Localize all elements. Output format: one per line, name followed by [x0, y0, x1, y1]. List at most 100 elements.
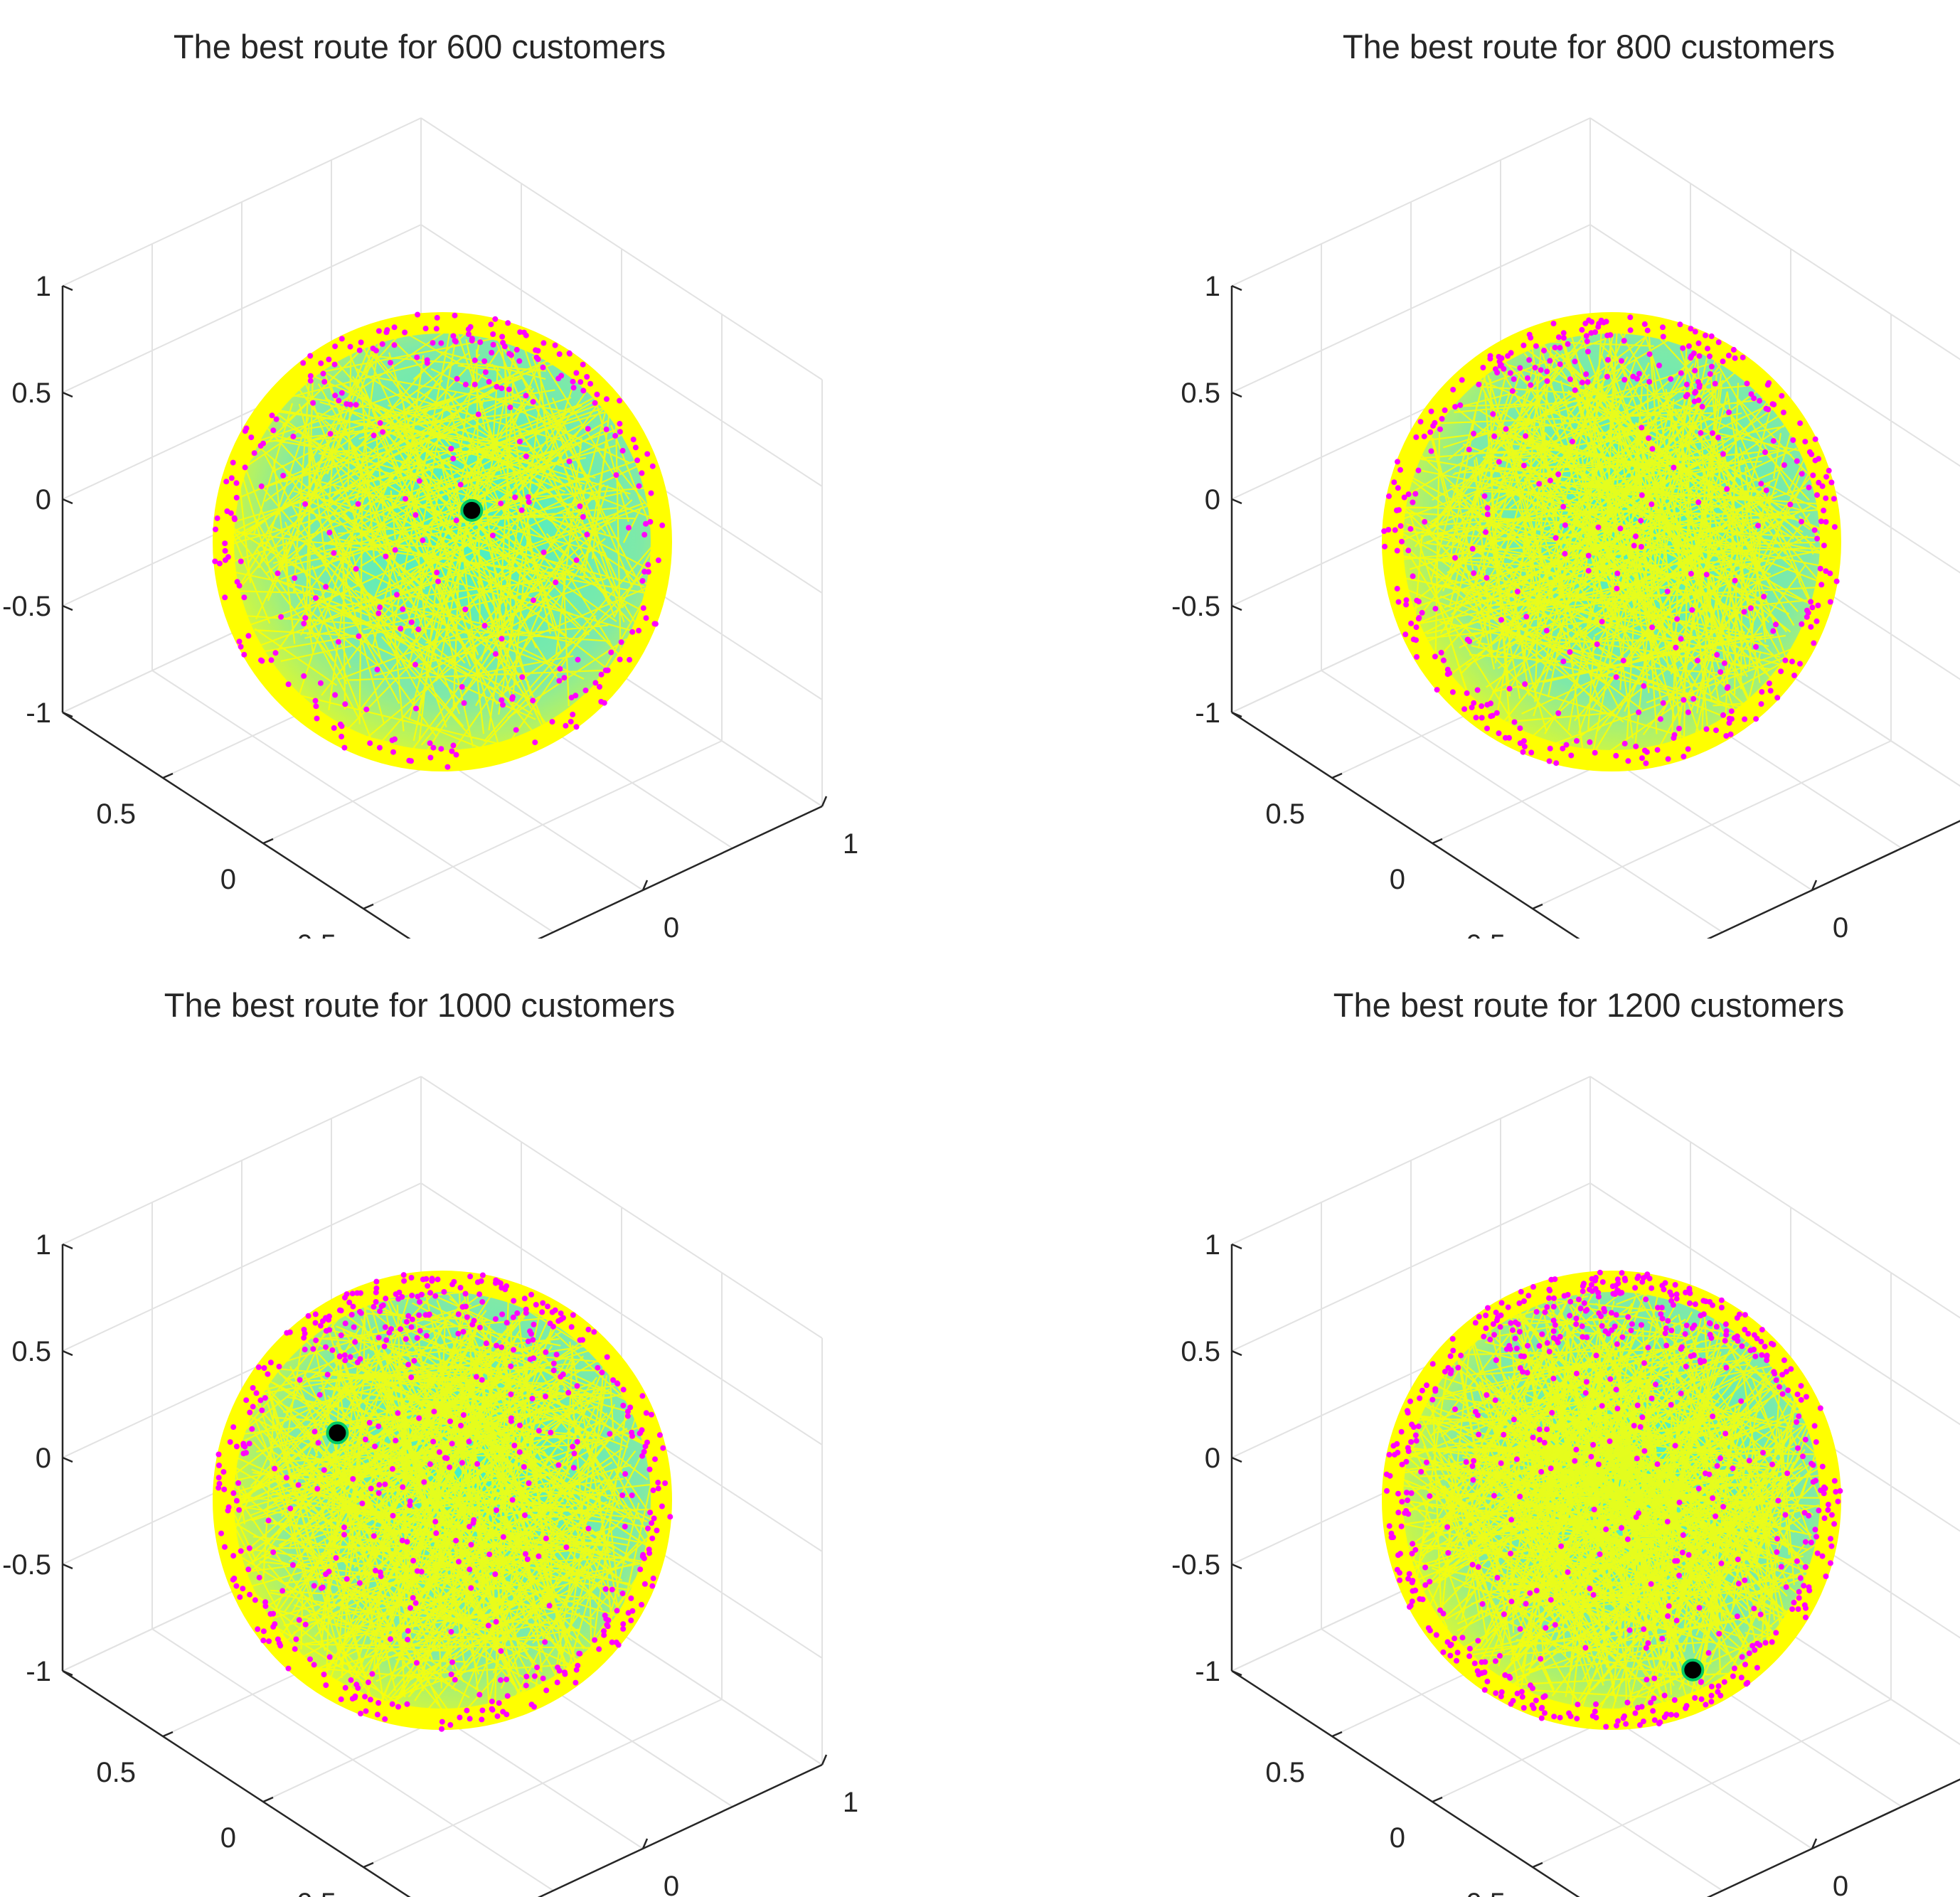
grid-line — [1707, 820, 1960, 939]
y-tick-label: 0.5 — [96, 1757, 136, 1788]
z-tick-label: 0.5 — [1181, 1336, 1220, 1367]
z-tick — [62, 1350, 73, 1357]
depot-marker — [326, 1421, 349, 1445]
grid-line — [62, 117, 422, 287]
grid-line — [1589, 1076, 1960, 1319]
x-axis-line — [537, 805, 823, 939]
x-tick-label: 0 — [664, 1871, 679, 1897]
y-tick — [363, 903, 374, 910]
route-lines — [214, 313, 670, 766]
z-tick — [62, 1563, 73, 1570]
z-tick-label: 1 — [1205, 1229, 1220, 1261]
depot-marker — [460, 498, 484, 522]
y-tick-label: -0.5 — [1456, 929, 1506, 939]
z-tick — [1231, 1350, 1242, 1357]
z-tick — [62, 604, 73, 611]
z-tick-label: 1 — [36, 271, 51, 302]
route-path — [214, 313, 670, 766]
z-tick — [1231, 1456, 1242, 1463]
x-tick — [641, 1838, 649, 1849]
z-tick-label: 1 — [1205, 271, 1220, 302]
axes: -1-0.500.51-0.500.5-101 — [2, 1229, 858, 1897]
x-tick-label: 1 — [843, 828, 858, 860]
z-tick — [1231, 1243, 1242, 1250]
route-path — [1385, 314, 1839, 760]
z-tick — [1231, 1563, 1242, 1570]
grid-line — [1231, 117, 1591, 287]
subplot-800: -1-0.500.51-0.500.5-101The best route fo… — [1169, 0, 1960, 939]
grid-line — [62, 224, 422, 393]
z-tick-label: -1 — [1195, 698, 1220, 729]
x-tick-label: 1 — [843, 1787, 858, 1818]
z-tick — [1231, 604, 1242, 611]
y-tick-label: -0.5 — [287, 1888, 336, 1897]
chart-title: The best route for 800 customers — [1343, 28, 1835, 65]
depot-marker — [1681, 1658, 1705, 1682]
z-tick — [1231, 391, 1242, 398]
axes: -1-0.500.51-0.500.5-101 — [1171, 271, 1960, 939]
grid-line — [1707, 1778, 1960, 1897]
route-rim — [1382, 1271, 1841, 1730]
y-tick-label: 0 — [1390, 864, 1405, 895]
z-tick — [1231, 498, 1242, 505]
x-tick-label: 0 — [1833, 912, 1848, 939]
y-tick-label: 0 — [220, 1822, 236, 1854]
grid-line — [420, 1182, 823, 1446]
x-tick — [1811, 880, 1818, 891]
x-tick — [821, 1754, 828, 1765]
z-tick-label: 0.5 — [11, 378, 51, 409]
subplot-600: -1-0.500.51-0.500.5-101The best route fo… — [0, 0, 980, 939]
grid-line — [62, 1076, 422, 1245]
y-tick — [1331, 1731, 1343, 1738]
x-tick — [641, 880, 649, 891]
y-tick — [1331, 772, 1343, 779]
z-tick — [62, 391, 73, 398]
grid-line — [538, 806, 823, 939]
z-tick-label: 1 — [36, 1229, 51, 1261]
y-tick — [1432, 1796, 1443, 1803]
grid-line — [538, 1764, 823, 1897]
grid-line — [1231, 224, 1591, 393]
grid-line — [1231, 1076, 1591, 1245]
subplot-1200: -1-0.500.51-0.500.5-101The best route fo… — [1169, 958, 1960, 1897]
y-tick — [262, 1796, 274, 1803]
x-tick — [821, 796, 828, 807]
y-tick — [262, 838, 274, 845]
y-tick — [1432, 838, 1443, 845]
grid-line — [1231, 1182, 1591, 1352]
grid-line — [420, 117, 823, 380]
grid-line — [420, 224, 823, 487]
y-tick-label: 0.5 — [96, 798, 136, 830]
y-tick — [363, 1861, 374, 1869]
z-tick-label: 0 — [1205, 1443, 1220, 1474]
z-tick — [62, 711, 73, 718]
z-tick-label: -0.5 — [2, 591, 51, 622]
z-tick — [62, 1243, 73, 1250]
z-tick-label: -1 — [1195, 1656, 1220, 1687]
grid-line — [1589, 117, 1960, 360]
route-lines — [1385, 314, 1839, 760]
z-tick-label: 0 — [36, 484, 51, 515]
z-tick-label: 0.5 — [11, 1336, 51, 1367]
chart-title: The best route for 1000 customers — [164, 986, 675, 1024]
y-tick — [1532, 1861, 1543, 1869]
z-tick — [62, 498, 73, 505]
x-tick — [1811, 1838, 1818, 1849]
x-axis-line — [1706, 1778, 1960, 1897]
y-tick-label: 0 — [220, 864, 236, 895]
grid-line — [1589, 1182, 1960, 1426]
chart-title: The best route for 600 customers — [174, 28, 666, 65]
grid-line — [420, 1076, 823, 1339]
y-tick — [162, 772, 174, 779]
y-tick-label: -0.5 — [287, 929, 336, 939]
x-tick-label: 0 — [664, 912, 679, 939]
z-tick — [1231, 1669, 1242, 1677]
x-tick-label: 0 — [1833, 1871, 1848, 1897]
z-tick-label: -0.5 — [2, 1549, 51, 1581]
subplot-1000: -1-0.500.51-0.500.5-101The best route fo… — [0, 958, 980, 1897]
z-tick-label: -1 — [26, 698, 51, 729]
x-axis-line — [537, 1763, 823, 1897]
chart-svg: -1-0.500.51-0.500.5-101The best route fo… — [1171, 986, 1960, 1897]
z-tick — [62, 1456, 73, 1463]
